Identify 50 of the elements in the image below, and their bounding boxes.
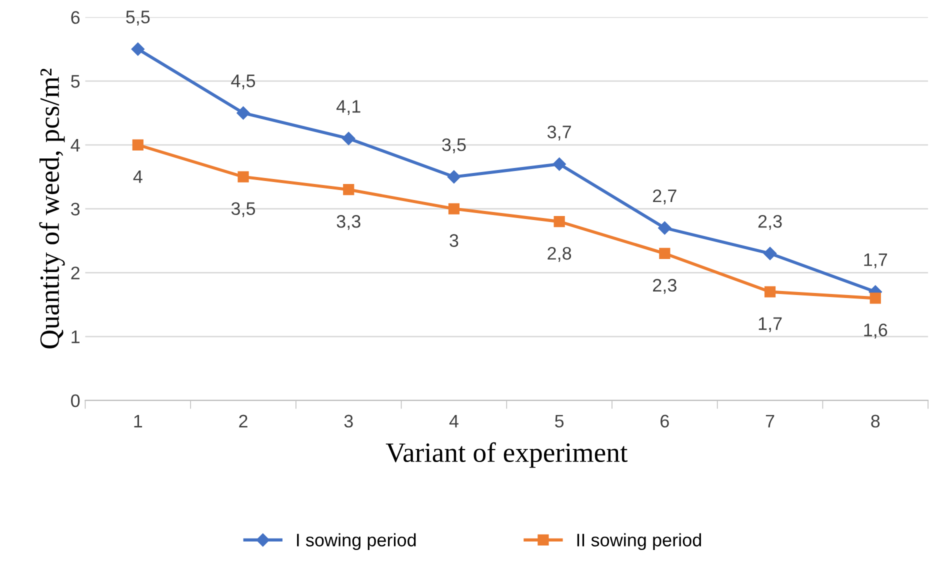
data-label: 1,7 <box>864 254 888 268</box>
point <box>132 139 144 150</box>
x-tick-label: 4 <box>449 414 458 428</box>
data-label: 2,7 <box>653 189 676 204</box>
data-label: 5,5 <box>126 10 150 26</box>
y-tick-label: 0 <box>71 394 80 408</box>
point <box>131 42 144 56</box>
x-tick-label: 5 <box>555 414 564 428</box>
data-label: 3,5 <box>442 138 466 154</box>
data-label: 3,5 <box>231 202 256 218</box>
y-tick-label: 2 <box>71 266 80 280</box>
data-label: 4,5 <box>231 74 256 90</box>
data-label: 3,3 <box>336 215 360 230</box>
y-tick-label: 1 <box>72 330 80 344</box>
y-tick-label: 3 <box>71 202 80 216</box>
point <box>552 157 566 171</box>
point <box>658 221 672 235</box>
point <box>238 171 249 182</box>
x-tick-label: 1 <box>134 414 142 428</box>
point <box>236 106 250 120</box>
data-label: 3 <box>450 234 458 247</box>
point <box>764 286 776 298</box>
point <box>554 216 565 228</box>
y-tick-label: 6 <box>71 11 80 24</box>
data-label: 4,1 <box>336 100 360 115</box>
x-tick-label: 7 <box>766 414 774 428</box>
point <box>342 132 356 146</box>
data-label: 2,8 <box>548 246 572 262</box>
point <box>447 170 461 184</box>
y-axis-title: Quantity of weed, pcs/m² <box>39 68 65 348</box>
y-tick-label: 4 <box>70 139 80 152</box>
x-tick-label: 3 <box>344 414 353 428</box>
data-label: 1,6 <box>864 324 888 339</box>
data-label: 3,7 <box>547 126 571 140</box>
point <box>659 248 670 260</box>
point <box>870 292 881 304</box>
data-label: 1,7 <box>758 317 782 332</box>
point <box>343 184 354 196</box>
data-label: 2,3 <box>653 278 676 294</box>
legend-label: II sowing period <box>577 533 702 550</box>
data-label: 2,3 <box>758 214 782 230</box>
x-axis-title: Variant of experiment <box>386 442 628 468</box>
point <box>763 246 777 260</box>
legend-label: I sowing period <box>297 533 416 550</box>
x-tick-label: 8 <box>871 414 880 428</box>
x-tick-label: 6 <box>660 414 669 428</box>
data-label: 4 <box>133 170 142 183</box>
x-tick-label: 2 <box>239 414 248 428</box>
point <box>448 203 460 214</box>
y-tick-label: 5 <box>71 75 80 88</box>
